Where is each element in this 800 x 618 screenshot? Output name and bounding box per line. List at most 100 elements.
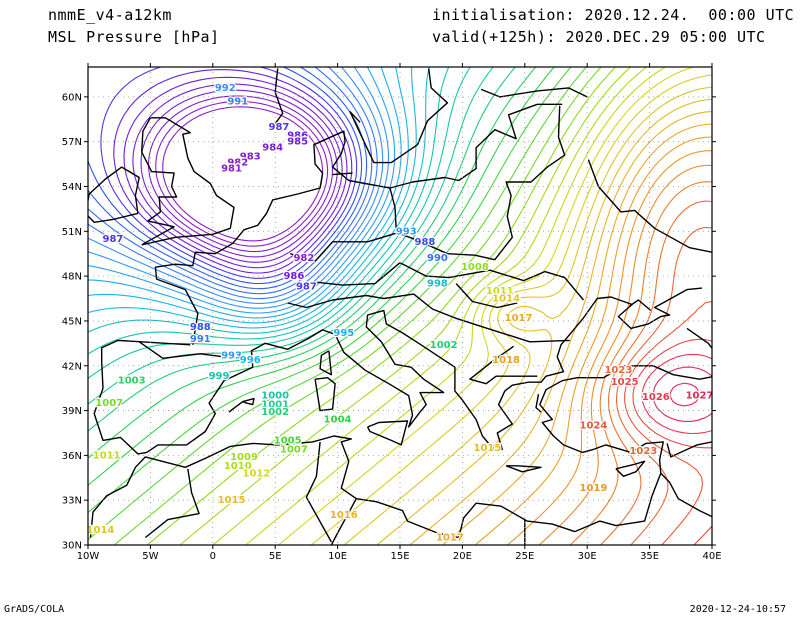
coastline-11 [319, 350, 333, 376]
coastline-21 [332, 172, 353, 176]
isobar-label-50: 1027 [686, 391, 714, 402]
lon-label-40E: 40E [702, 551, 721, 562]
isobar-label-47: 1023 [604, 365, 632, 376]
lat-label-60N: 60N [62, 92, 82, 103]
isobar-label-25: 996 [240, 355, 261, 366]
axis-ticks: 10W 5W 0 5E 10E 15E 20E 25E 30E 35E 40E 30N 33N 36N 39… [62, 63, 722, 562]
isobar-982 [147, 95, 334, 253]
lat-label-39N: 39N [62, 406, 82, 417]
isobar-987 [100, 67, 358, 279]
isobar-label-40: 1014 [87, 525, 115, 536]
isobar-label-46: 1017 [436, 533, 464, 544]
isobar-997 [88, 67, 417, 329]
isobar-1015 [376, 98, 712, 545]
lon-label-20E: 20E [453, 551, 472, 562]
isobar-1016 [409, 110, 712, 545]
isobar-label-39: 1011 [93, 450, 121, 461]
isobar-label-5: 984 [262, 143, 283, 154]
coastline-16 [138, 341, 253, 361]
isobar-995 [88, 67, 402, 319]
lon-label-5E: 5E [269, 551, 282, 562]
isobar-1020 [538, 164, 712, 545]
valid-value: 2020.DEC.29 05:00 UTC [565, 28, 766, 46]
isobar-980 [162, 106, 324, 242]
coastline-layer [88, 68, 712, 545]
coastline-28 [144, 468, 200, 539]
isobar-label-8: 981 [221, 164, 242, 175]
isobar-label-37: 1010 [224, 461, 252, 472]
lon-label-30E: 30E [578, 551, 597, 562]
isobar-label-30: 1000 [261, 391, 289, 402]
isobar-label-13: 993 [396, 226, 417, 237]
coastline-14 [615, 460, 646, 477]
isobar-981 [155, 100, 329, 247]
coastline-17 [287, 293, 570, 343]
valid-line: valid(+125h): 2020.DEC.29 05:00 UTC [432, 28, 766, 46]
coastline-1 [88, 166, 140, 223]
valid-label: valid(+125h): [432, 28, 556, 46]
isobar-991 [88, 67, 378, 300]
isobar-label-44: 1015 [218, 495, 246, 506]
isobar-label-26: 999 [209, 371, 230, 382]
initialisation-line: initialisation: 2020.12.24. 00:00 UTC [432, 6, 794, 24]
field-title: MSL Pressure [hPa] [48, 28, 220, 46]
coastline-0 [141, 117, 235, 246]
isobar-label-34: 1005 [274, 435, 302, 446]
isobar-1002 [88, 67, 516, 432]
isobar-label-38: 1012 [243, 468, 271, 479]
coastline-18 [315, 262, 585, 301]
isobar-1021 [569, 181, 712, 545]
coastline-2 [154, 103, 563, 345]
isobar-label-18: 1011 [486, 286, 514, 297]
isobar-label-7: 982 [227, 158, 248, 169]
isobar-label-22: 991 [190, 334, 211, 345]
isobar-label-36: 1009 [230, 452, 258, 463]
isobar-1011 [245, 67, 666, 545]
isobar-1026 [641, 353, 712, 435]
model-title: nmmE_v4-a12km [48, 6, 172, 24]
lat-label-33N: 33N [62, 496, 82, 507]
isobar-label-0: 992 [215, 83, 236, 94]
isobar-992 [88, 67, 384, 304]
coastline-20 [389, 187, 397, 232]
coastline-25 [666, 441, 712, 458]
isobar-label-49: 1026 [642, 392, 670, 403]
isobar-label-4: 985 [287, 137, 308, 148]
coastline-9 [89, 365, 712, 539]
isobar-label-1: 991 [227, 96, 248, 107]
init-value: 2020.12.24. 00:00 UTC [584, 6, 795, 24]
lon-label-15E: 15E [390, 551, 409, 562]
isobar-label-27: 1002 [430, 340, 458, 351]
coastline-24 [629, 299, 652, 312]
lat-label-57N: 57N [62, 137, 82, 148]
lon-label-10W: 10W [77, 551, 100, 562]
isobar-984 [132, 83, 343, 263]
isobar-1010 [212, 67, 648, 545]
isobar-1013 [310, 74, 712, 545]
coastline-6 [101, 339, 191, 363]
isobar-1027 [652, 366, 712, 422]
lat-label-54N: 54N [62, 182, 82, 193]
isobar-1007 [113, 67, 602, 545]
footer-timestamp: 2020-12-24-10:57 [689, 604, 786, 615]
isobar-label-2: 987 [269, 122, 290, 133]
lon-label-5W: 5W [142, 551, 158, 562]
coastline-32 [455, 283, 518, 309]
lat-label-36N: 36N [62, 451, 82, 462]
lat-label-45N: 45N [62, 316, 82, 327]
isobar-label-11: 988 [415, 237, 436, 248]
isobar-label-17: 1008 [461, 262, 489, 273]
isobar-label-32: 1002 [261, 407, 289, 418]
isobar-label-43: 1019 [580, 483, 608, 494]
lon-label-10E: 10E [328, 551, 347, 562]
isobar-label-24: 993 [221, 350, 242, 361]
isobar-label-23: 995 [333, 328, 354, 339]
coastline-10 [314, 377, 336, 412]
coastline-8 [686, 327, 712, 350]
lat-label-51N: 51N [62, 227, 82, 238]
coastline-13 [505, 465, 542, 473]
isobar-1024 [624, 300, 712, 545]
isobar-1006 [88, 67, 587, 541]
